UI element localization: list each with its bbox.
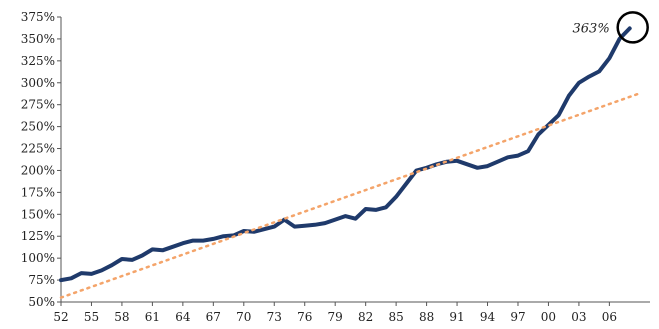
x-tick-label: 03 xyxy=(571,310,586,324)
x-tick-label: 73 xyxy=(267,310,282,324)
y-tick-label: 250% xyxy=(21,120,55,134)
y-tick-label: 275% xyxy=(21,98,55,112)
x-axis: 52 55 58 61 64 67 70 73 76 79 82 85 88 91 94 97 00 03 06 xyxy=(53,301,650,324)
x-tick-label: 06 xyxy=(602,310,617,324)
x-tick-label: 55 xyxy=(84,310,99,324)
x-tick-label: 91 xyxy=(449,310,464,324)
x-tick-label: 94 xyxy=(480,310,496,324)
y-tick-label: 75% xyxy=(28,273,55,287)
y-tick-label: 300% xyxy=(21,76,55,90)
y-tick-label: 175% xyxy=(21,185,55,199)
trend-line-series xyxy=(59,92,642,299)
y-tick-label: 150% xyxy=(21,207,55,221)
x-tick-label: 97 xyxy=(510,310,525,324)
y-tick-label: 50% xyxy=(28,295,55,309)
x-tick-label: 70 xyxy=(236,310,251,324)
x-tick-label: 67 xyxy=(206,310,221,324)
x-tick-label: 58 xyxy=(114,310,129,324)
y-tick-label: 325% xyxy=(21,54,55,68)
x-tick-label: 88 xyxy=(419,310,434,324)
x-tick-label: 64 xyxy=(175,310,191,324)
x-tick-label: 85 xyxy=(388,310,403,324)
y-tick-label: 375% xyxy=(21,10,55,24)
y-tick-label: 350% xyxy=(21,32,55,46)
y-tick-label: 225% xyxy=(21,142,55,156)
x-tick-label: 00 xyxy=(541,310,556,324)
y-tick-label: 125% xyxy=(21,229,55,243)
x-tick-label: 79 xyxy=(328,310,343,324)
y-axis: 50% 75% 100% 125% 150% 175% 200% 225% 250% 275% 30… xyxy=(21,10,62,309)
x-tick-label: 61 xyxy=(145,310,160,324)
y-tick-label: 100% xyxy=(21,251,55,265)
x-tick-label: 82 xyxy=(358,310,373,324)
series-layer xyxy=(59,26,642,299)
y-tick-label: 200% xyxy=(21,163,55,177)
x-tick-label: 52 xyxy=(53,310,68,324)
x-tick-label: 76 xyxy=(297,310,312,324)
peak-highlight-circle xyxy=(616,11,649,44)
peak-value-label: 363% xyxy=(573,21,610,36)
ratio-line-series xyxy=(59,26,632,283)
annotation-layer: 363% xyxy=(573,11,649,44)
